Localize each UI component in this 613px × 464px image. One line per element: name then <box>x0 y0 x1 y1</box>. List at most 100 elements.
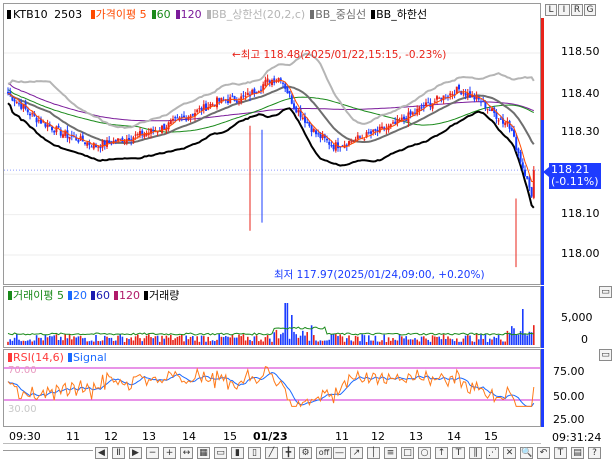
ellipse-icon[interactable]: ○ <box>418 447 431 459</box>
volume-bar <box>319 340 322 345</box>
volume-bar <box>134 336 137 345</box>
candle-body <box>110 142 113 145</box>
volume-panel-button[interactable]: ▭ <box>599 286 612 298</box>
indicator-legend: 가격이평 5 60 120 BB_상한선(20,2,c) BB_중심선 BB_하한선 <box>86 8 427 21</box>
time-label: 15 <box>484 430 498 443</box>
volume-bar <box>423 336 425 345</box>
candle-icon[interactable]: ▯ <box>248 447 261 459</box>
corner-button-r[interactable]: R <box>571 4 583 16</box>
zoom-in-icon[interactable]: + <box>163 447 176 459</box>
volume-bar <box>189 336 192 345</box>
bar-icon[interactable]: ▮ <box>231 447 244 459</box>
rsi-tick: 25.00 <box>553 413 585 426</box>
off-icon[interactable]: off <box>316 447 332 459</box>
arrow-icon[interactable]: ↑ <box>435 447 448 459</box>
rsi-panel[interactable]: RSI(14,6) Signal 70.00 30.00 <box>3 349 541 427</box>
fit-icon[interactable]: ↔ <box>180 447 193 459</box>
price-panel[interactable]: KTB10 2503 가격이평 5 60 120 BB_상한선(20,2,c) BB_중… <box>3 3 541 285</box>
hline-icon[interactable]: — <box>333 447 346 459</box>
candle-body <box>330 145 333 147</box>
vline-icon[interactable]: │ <box>367 447 380 459</box>
time-axis[interactable]: 09:30 11 12 13 14 15 01/23 11 12 13 14 15 <box>3 428 541 444</box>
volume-bar <box>165 335 168 345</box>
volume-bar <box>181 334 183 345</box>
volume-bar <box>390 340 392 345</box>
candle-body <box>77 139 80 143</box>
volume-bar <box>524 334 526 345</box>
volume-bar <box>368 335 370 345</box>
volume-bar <box>418 341 421 345</box>
candle-body <box>202 104 205 110</box>
candle-body <box>304 115 306 123</box>
rsi-panel-button[interactable]: ▭ <box>599 349 612 361</box>
line-icon[interactable]: ╱ <box>265 447 278 459</box>
scroll-slider[interactable] <box>3 450 93 458</box>
fib-icon[interactable]: ≡ <box>384 447 397 459</box>
candle-body <box>449 93 452 96</box>
erase-icon[interactable]: ✕ <box>503 447 516 459</box>
scroll-right-icon[interactable]: ▶ <box>129 447 142 459</box>
candle-body <box>328 141 331 145</box>
display-icon[interactable]: ▭ <box>214 447 227 459</box>
header-bar: KTB10 2503 가격이평 5 60 120 BB_상한선(20,2,c) BB_중… <box>7 9 427 21</box>
settings-icon[interactable]: ⚙ <box>299 447 312 459</box>
candle-body <box>407 112 410 123</box>
price-tick: 118.40 <box>561 87 600 100</box>
volume-bar <box>62 340 64 345</box>
corner-button-l[interactable]: L <box>545 4 557 16</box>
pause-icon[interactable]: Ⅱ <box>112 447 125 459</box>
volume-bar <box>478 339 480 345</box>
candle-body <box>521 162 524 169</box>
layout-icon[interactable]: ▤ <box>571 447 584 459</box>
volume-panel[interactable]: 거래이평 5 20 60 120 거래량 <box>3 286 541 348</box>
help-icon[interactable]: ? <box>588 447 601 459</box>
volume-bar <box>22 340 25 345</box>
trend-icon[interactable]: ↗ <box>350 447 363 459</box>
candle-body <box>205 103 207 111</box>
rsi-axis[interactable]: ▭ 75.00 50.00 25.00 <box>541 349 613 427</box>
volume-bar <box>420 336 423 345</box>
corner-button-g[interactable]: G <box>584 4 596 16</box>
candle-body <box>231 95 234 97</box>
candle-body <box>433 101 436 103</box>
candle-body <box>504 122 507 126</box>
candle-body <box>506 121 509 124</box>
candle-body <box>266 78 269 82</box>
candle-body <box>381 126 383 129</box>
volume-bar <box>236 337 238 345</box>
volume-axis[interactable]: ▭ 5,000 0 <box>541 286 613 348</box>
text-icon[interactable]: T <box>452 447 465 459</box>
volume-bar <box>438 336 440 345</box>
legend-swatch <box>151 10 156 19</box>
volume-bar <box>403 338 405 345</box>
channel-icon[interactable]: ∥ <box>469 447 482 459</box>
candle-body <box>321 134 324 139</box>
text-tool-icon[interactable]: T <box>554 447 567 459</box>
volume-bar <box>192 336 194 345</box>
scroll-left-icon[interactable]: ◀ <box>95 447 108 459</box>
volume-bar <box>79 335 82 345</box>
volume-bar <box>108 338 110 345</box>
volume-bar <box>106 336 108 345</box>
corner-button-i[interactable]: I <box>558 4 570 16</box>
zoom-icon[interactable]: 🔍 <box>520 447 533 459</box>
volume-bar <box>121 336 124 345</box>
volume-bar <box>277 338 280 345</box>
cross-icon[interactable]: ╋ <box>282 447 295 459</box>
legend-swatch <box>8 291 12 300</box>
grid-icon[interactable]: ▦ <box>197 447 210 459</box>
candle-body <box>141 130 144 136</box>
candle-body <box>174 117 177 119</box>
fan-icon[interactable]: ⋰ <box>486 447 499 459</box>
candle-body <box>345 144 348 147</box>
candle-body <box>101 140 104 148</box>
zoom-out-icon[interactable]: − <box>146 447 159 459</box>
rect-icon[interactable]: □ <box>401 447 414 459</box>
price-tick: 118.00 <box>561 247 600 260</box>
oversold-label: 30.00 <box>8 404 37 415</box>
volume-bar <box>209 341 212 345</box>
undo-icon[interactable]: ↶ <box>537 447 550 459</box>
volume-bar <box>57 340 60 345</box>
volume-bar <box>238 334 240 345</box>
